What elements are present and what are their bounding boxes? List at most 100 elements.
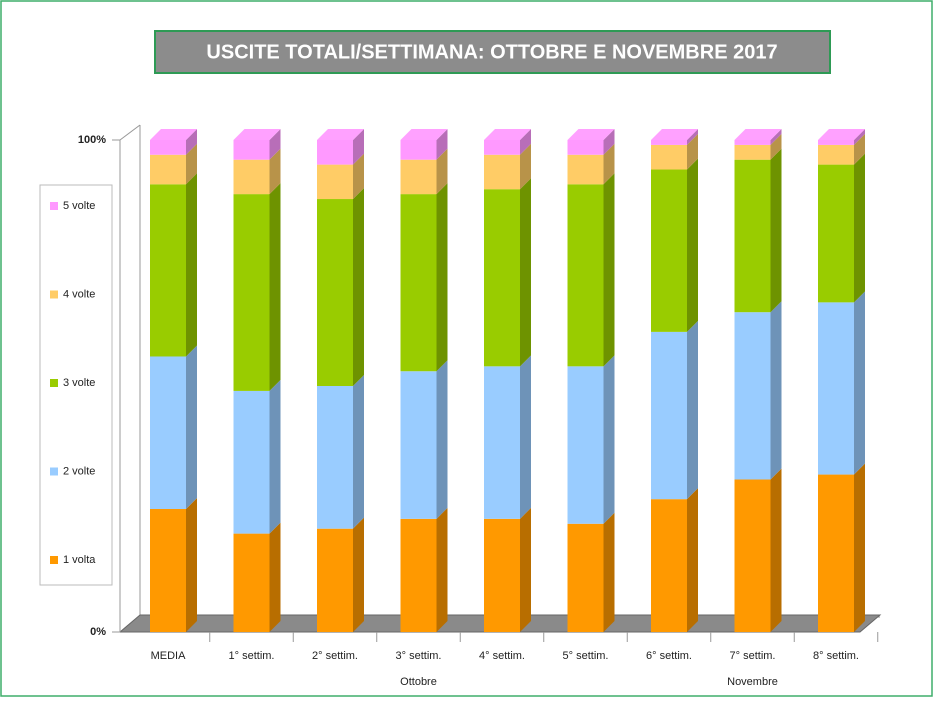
bar-side	[353, 517, 364, 632]
bar-side	[353, 129, 364, 165]
bar-segment	[651, 331, 687, 500]
bar-side	[770, 468, 782, 632]
legend-label: 1 volta	[63, 554, 96, 566]
bar-top	[400, 129, 448, 140]
bar-segment	[150, 356, 186, 509]
bar-side	[436, 148, 448, 195]
bar-side	[770, 301, 782, 480]
legend-label: 3 volte	[63, 377, 95, 389]
bar-side	[687, 129, 698, 145]
x-tick-label: 5° settim.	[563, 650, 609, 662]
bar-side	[353, 375, 364, 529]
bar-side	[269, 379, 281, 534]
bar-side	[687, 320, 698, 500]
bar-side	[269, 522, 281, 632]
x-tick-label: 4° settim.	[479, 650, 525, 662]
bar-side	[687, 488, 698, 632]
legend-swatch	[50, 556, 58, 564]
bar-segment	[400, 194, 437, 372]
x-tick-label: 2° settim.	[312, 650, 358, 662]
bar-side	[687, 133, 698, 170]
bar-side	[520, 178, 531, 367]
title-box	[154, 30, 831, 74]
bar-side	[520, 355, 531, 519]
bar-segment	[400, 371, 437, 519]
bar-segment	[484, 189, 520, 367]
bar-segment	[734, 479, 771, 632]
bar-segment	[317, 528, 353, 632]
legend-label: 4 volte	[63, 288, 95, 300]
bar-side	[603, 173, 615, 367]
bar-top	[818, 129, 865, 140]
bar-side	[186, 498, 197, 632]
x-tick-label: 1° settim.	[229, 650, 275, 662]
legend-swatch	[50, 202, 58, 210]
bar-segment	[150, 140, 186, 155]
legend-swatch	[50, 379, 58, 387]
bar-segment	[651, 499, 687, 632]
bar-segment	[317, 386, 353, 529]
bar-side	[186, 129, 197, 155]
bar-segment	[567, 523, 604, 632]
bar-side	[269, 148, 281, 195]
bar-side	[436, 507, 448, 632]
bar-segment	[567, 184, 604, 367]
bar-side	[436, 183, 448, 372]
bar-segment	[734, 312, 771, 480]
bar-side	[436, 129, 448, 160]
bar-segment	[233, 194, 270, 391]
bar-side	[353, 153, 364, 200]
bar-segment	[400, 140, 437, 160]
bar-segment	[484, 154, 520, 190]
bar-side	[520, 129, 531, 155]
bar-segment	[233, 390, 270, 534]
bar-side	[520, 143, 531, 190]
bar-segment	[233, 140, 270, 160]
bar-side	[854, 291, 865, 475]
bar-side	[436, 360, 448, 519]
bar-side	[269, 183, 281, 391]
bar-segment	[317, 164, 353, 200]
bar-segment	[818, 474, 854, 632]
bar-segment	[818, 164, 854, 303]
bar-side	[186, 143, 197, 185]
bar-side	[687, 158, 698, 332]
bar-top	[150, 129, 197, 140]
bar-top	[734, 129, 782, 140]
bar-side	[770, 148, 782, 313]
bar-segment	[150, 184, 186, 357]
bar-segment	[317, 199, 353, 386]
legend-label: 2 volte	[63, 465, 95, 477]
bar-segment	[651, 169, 687, 332]
bar-segment	[651, 140, 687, 145]
bar-segment	[233, 533, 270, 632]
bar-segment	[150, 154, 186, 185]
bar-segment	[233, 159, 270, 195]
bar-segment	[400, 159, 437, 195]
bar-segment	[734, 144, 771, 160]
bar-side	[770, 129, 782, 145]
bar-segment	[484, 518, 520, 632]
bar-side	[854, 133, 865, 165]
bar-segment	[150, 509, 186, 632]
bar-side	[603, 143, 615, 185]
bar-side	[603, 355, 615, 524]
bar-side	[603, 512, 615, 632]
chart-title: USCITE TOTALI/SETTIMANA: OTTOBRE E NOVEM…	[206, 41, 777, 63]
bar-top	[317, 129, 364, 140]
bar-segment	[818, 140, 854, 145]
x-tick-label: 3° settim.	[396, 650, 442, 662]
bar-side	[854, 129, 865, 145]
bar-segment	[567, 366, 604, 524]
x-tick-label: 7° settim.	[730, 650, 776, 662]
bar-side	[770, 133, 782, 160]
bar-side	[269, 129, 281, 160]
bar-segment	[734, 140, 771, 145]
bar-side	[353, 188, 364, 386]
group-label: Novembre	[727, 676, 778, 688]
legend-label: 5 volte	[63, 200, 95, 212]
bar-side	[854, 463, 865, 632]
bar-segment	[818, 144, 854, 165]
bar-segment	[484, 366, 520, 519]
